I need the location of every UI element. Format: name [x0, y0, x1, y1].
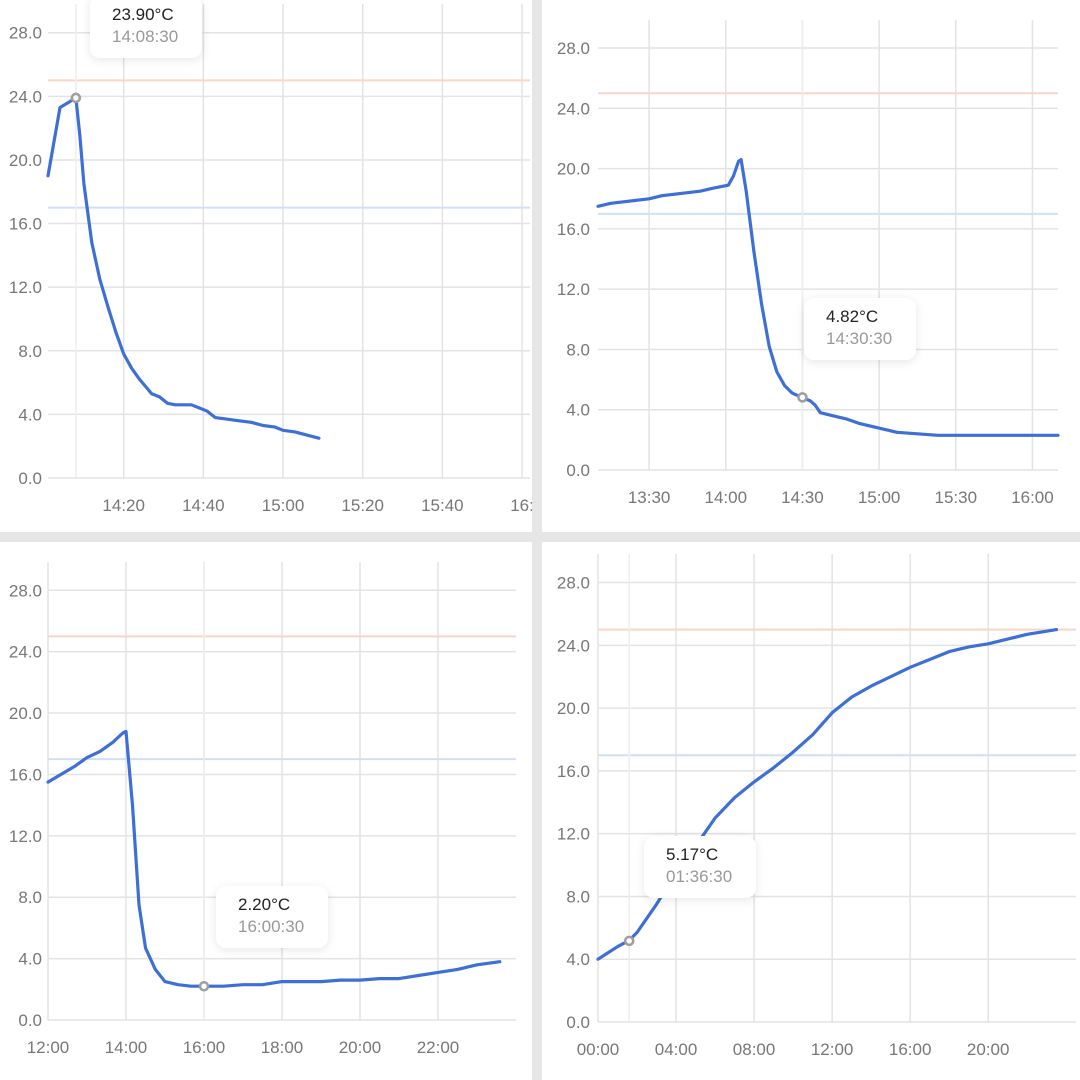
y-tick-label: 20.0 — [557, 160, 590, 179]
x-tick-label: 14:00 — [705, 488, 748, 507]
selected-point-marker — [623, 935, 635, 947]
x-tick-label: 15:00 — [262, 496, 305, 515]
y-tick-label: 20.0 — [9, 151, 42, 170]
tooltip-value: 4.82°C — [826, 307, 879, 326]
x-tick-label: 12:00 — [27, 1038, 70, 1057]
data-tooltip: 23.90°C 14:08:30 — [90, 0, 203, 58]
chart-panel-3[interactable]: 0.0 4.0 8.0 12.0 16.0 20.0 24.0 28.0 12:00 14:00 1… — [0, 542, 532, 1080]
x-tick-label: 16:00 — [1011, 488, 1054, 507]
data-tooltip: 5.17°C 01:36:30 — [644, 836, 757, 898]
x-tick-label: 14:20 — [102, 496, 145, 515]
x-tick-label: 15:40 — [421, 496, 464, 515]
chart-canvas[interactable]: 0.0 4.0 8.0 12.0 16.0 20.0 24.0 28.0 12:00 14:00 1… — [0, 542, 532, 1080]
chart-canvas[interactable]: 0.0 4.0 8.0 12.0 16.0 20.0 24.0 28.0 13:30 14:00 1… — [542, 0, 1080, 532]
y-tick-label: 16.0 — [557, 220, 590, 239]
tooltip-time: 16:00:30 — [238, 917, 305, 936]
tooltip-time: 14:30:30 — [826, 329, 893, 348]
x-tick-label: 20:00 — [967, 1040, 1010, 1059]
y-tick-label: 28.0 — [557, 574, 590, 593]
y-tick-label: 12.0 — [9, 278, 42, 297]
y-tick-label: 16.0 — [9, 215, 42, 234]
y-tick-label: 4.0 — [566, 401, 590, 420]
y-tick-label: 28.0 — [9, 581, 42, 600]
chart-canvas[interactable]: 0.0 4.0 8.0 12.0 16.0 20.0 24.0 28.0 14:20 14:40 1… — [0, 0, 532, 532]
x-tick-label: 16:00 — [183, 1038, 226, 1057]
chart-canvas[interactable]: 0.0 4.0 8.0 12.0 16.0 20.0 24.0 28.0 00:00 04:00 0… — [542, 542, 1080, 1080]
y-tick-label: 28.0 — [557, 39, 590, 58]
y-tick-label: 20.0 — [557, 699, 590, 718]
selected-point-marker — [70, 92, 82, 104]
y-tick-label: 24.0 — [9, 87, 42, 106]
temperature-series-line — [46, 96, 321, 440]
tooltip-value: 5.17°C — [666, 845, 719, 864]
x-tick-label: 04:00 — [655, 1040, 698, 1059]
y-tick-label: 8.0 — [566, 887, 590, 906]
x-tick-label: 00:00 — [577, 1040, 620, 1059]
x-tick-label: 16:00 — [889, 1040, 932, 1059]
x-tick-label: 13:30 — [628, 488, 671, 507]
selected-point-marker — [198, 980, 210, 992]
y-tick-label: 0.0 — [18, 469, 42, 488]
x-tick-label: 12:00 — [811, 1040, 854, 1059]
chart-panel-2[interactable]: 0.0 4.0 8.0 12.0 16.0 20.0 24.0 28.0 13:30 14:00 1… — [542, 0, 1080, 532]
x-tick-label: 14:00 — [105, 1038, 148, 1057]
tooltip-time: 14:08:30 — [112, 27, 179, 46]
y-tick-label: 8.0 — [566, 340, 590, 359]
tooltip-value: 2.20°C — [238, 895, 291, 914]
y-tick-label: 16.0 — [557, 762, 590, 781]
y-tick-label: 24.0 — [9, 643, 42, 662]
y-tick-label: 12.0 — [557, 280, 590, 299]
x-tick-label: 15:30 — [935, 488, 978, 507]
y-tick-label: 0.0 — [566, 461, 590, 480]
x-tick-label: 18:00 — [261, 1038, 304, 1057]
y-tick-label: 12.0 — [9, 827, 42, 846]
temperature-series-line — [596, 158, 1060, 437]
tooltip-time: 01:36:30 — [666, 867, 733, 886]
selected-point-marker — [797, 392, 808, 403]
temperature-series-line — [596, 628, 1059, 961]
x-tick-label: 20:00 — [339, 1038, 382, 1057]
x-tick-label: 22:00 — [417, 1038, 460, 1057]
x-tick-label: 16: — [510, 496, 532, 515]
y-tick-label: 4.0 — [18, 950, 42, 969]
x-tick-label: 14:40 — [182, 496, 225, 515]
tooltip-value: 23.90°C — [112, 5, 174, 24]
chart-panel-1[interactable]: 0.0 4.0 8.0 12.0 16.0 20.0 24.0 28.0 14:20 14:40 1… — [0, 0, 532, 532]
y-tick-label: 24.0 — [557, 636, 590, 655]
x-tick-label: 08:00 — [733, 1040, 776, 1059]
x-tick-label: 14:30 — [781, 488, 824, 507]
chart-panel-4[interactable]: 0.0 4.0 8.0 12.0 16.0 20.0 24.0 28.0 00:00 04:00 0… — [542, 542, 1080, 1080]
y-tick-label: 16.0 — [9, 765, 42, 784]
y-tick-label: 0.0 — [566, 1013, 590, 1032]
y-tick-label: 4.0 — [18, 405, 42, 424]
x-tick-label: 15:20 — [341, 496, 384, 515]
data-tooltip: 2.20°C 16:00:30 — [216, 886, 329, 948]
y-tick-label: 28.0 — [9, 24, 42, 43]
data-tooltip: 4.82°C 14:30:30 — [804, 298, 917, 360]
x-tick-label: 15:00 — [858, 488, 901, 507]
y-tick-label: 20.0 — [9, 704, 42, 723]
y-tick-label: 8.0 — [18, 342, 42, 361]
y-tick-label: 8.0 — [18, 888, 42, 907]
y-tick-label: 12.0 — [557, 825, 590, 844]
y-tick-label: 24.0 — [557, 99, 590, 118]
y-tick-label: 4.0 — [566, 950, 590, 969]
y-tick-label: 0.0 — [18, 1011, 42, 1030]
